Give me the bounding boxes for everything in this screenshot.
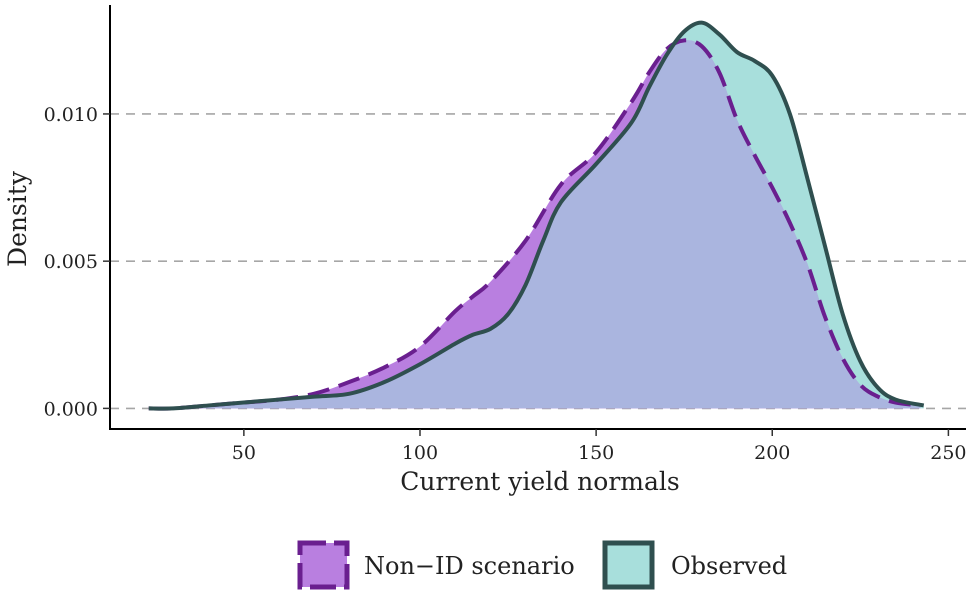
- x-axis-title: Current yield normals: [400, 467, 679, 496]
- legend-key-observed: [602, 540, 655, 590]
- density-lines: [148, 20, 925, 411]
- y-tick-label-1: 0.005: [44, 251, 98, 273]
- legend-key-non-id: [297, 540, 350, 590]
- legend: Non−ID scenario Observed: [297, 540, 787, 590]
- y-tick-label-2: 0.010: [44, 104, 98, 126]
- density-areas: [148, 22, 924, 409]
- x-tick-label-150: 150: [578, 442, 614, 464]
- x-tick-label-100: 100: [402, 442, 438, 464]
- ticks: 50 100 150 200 250 0.000 0.005 0.010: [44, 104, 967, 464]
- legend-label-observed: Observed: [671, 552, 787, 580]
- x-tick-label-250: 250: [930, 442, 966, 464]
- line-observed: [148, 20, 925, 411]
- y-axis-title: Density: [3, 170, 32, 267]
- line-non-id: [148, 38, 921, 411]
- x-tick-label-50: 50: [232, 442, 256, 464]
- y-tick-label-0: 0.000: [44, 398, 98, 420]
- axes: [109, 5, 966, 430]
- legend-label-non-id: Non−ID scenario: [364, 552, 575, 580]
- x-tick-label-200: 200: [754, 442, 790, 464]
- area-overlap: [148, 40, 921, 409]
